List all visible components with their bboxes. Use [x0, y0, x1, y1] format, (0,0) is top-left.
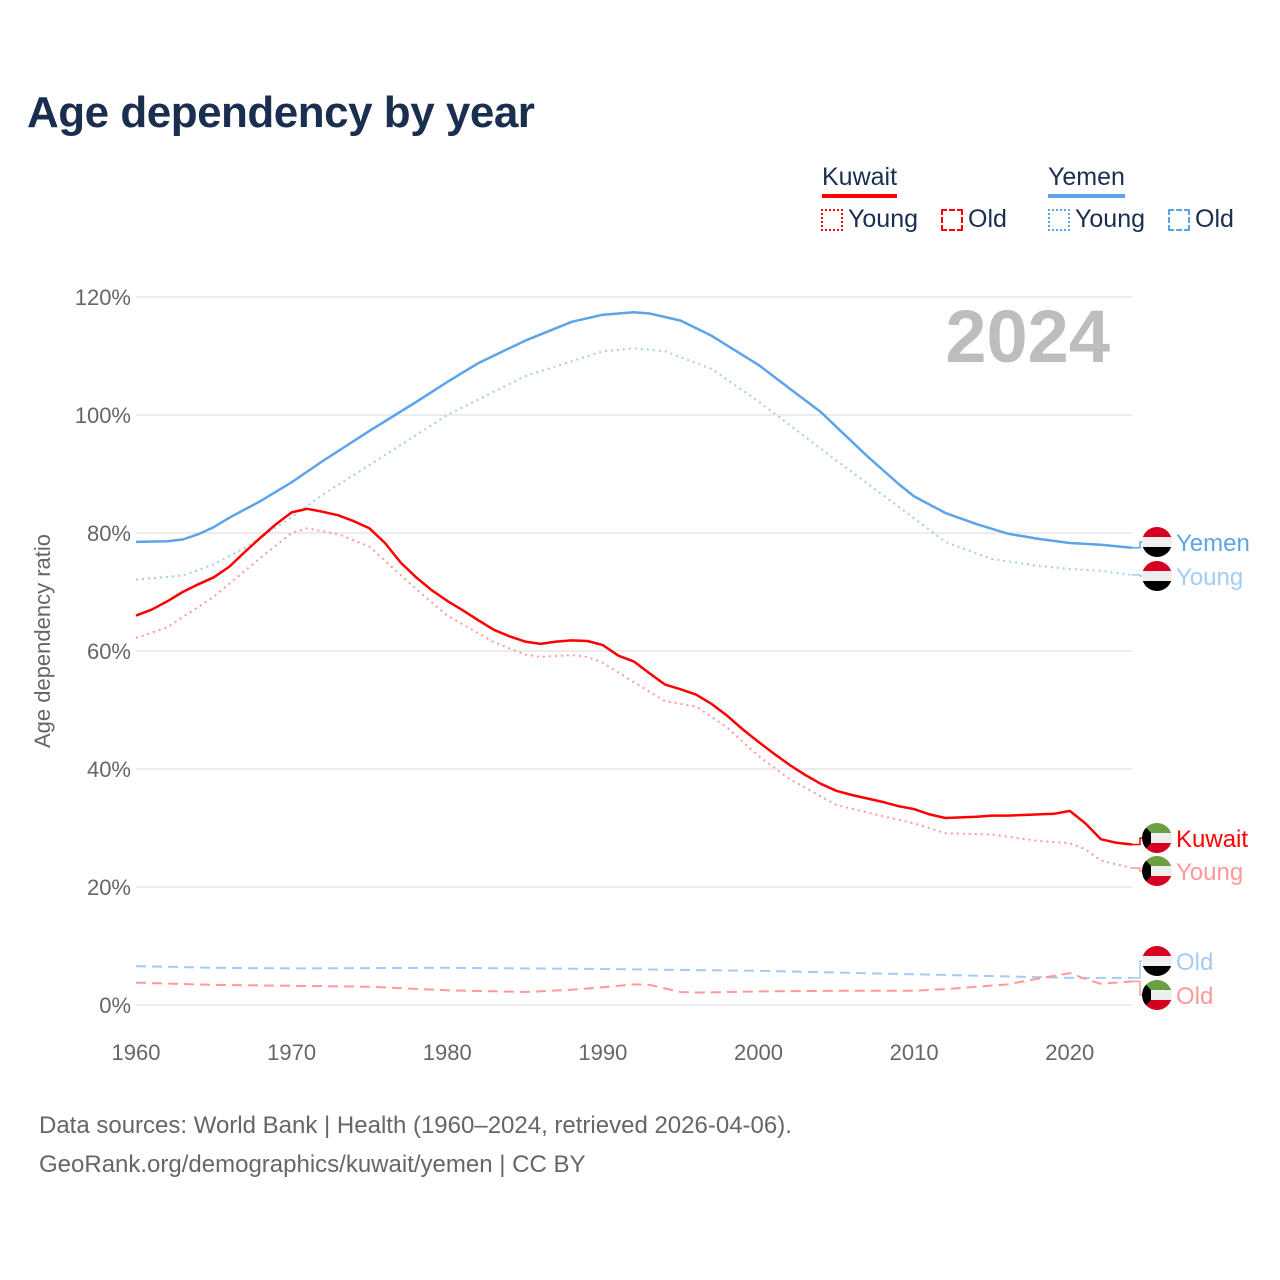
- legend-yemen-old[interactable]: Old: [1168, 205, 1234, 234]
- dashed-swatch-icon: [941, 208, 963, 231]
- legend-kuwait-young[interactable]: Young: [821, 205, 918, 234]
- dashed-swatch-icon: [1168, 208, 1190, 231]
- y-tick-label: 0%: [99, 993, 131, 1018]
- y-axis-label: Age dependency ratio: [30, 534, 55, 748]
- label-connector: [1132, 960, 1144, 979]
- y-tick-label: 120%: [75, 285, 131, 310]
- kuwait-flag-icon: [1142, 856, 1172, 886]
- end-label: Young: [1176, 859, 1243, 886]
- data-sources: Data sources: World Bank | Health (1960–…: [39, 1112, 792, 1139]
- yemen-flag-icon: [1142, 561, 1172, 591]
- legend-yemen[interactable]: Yemen: [1048, 163, 1125, 198]
- x-tick-label: 1990: [578, 1040, 627, 1065]
- source-link[interactable]: GeoRank.org/demographics/kuwait/yemen | …: [39, 1151, 586, 1178]
- legend-label: Old: [968, 205, 1007, 233]
- x-tick-label: 2020: [1045, 1040, 1094, 1065]
- end-label: Kuwait: [1176, 826, 1248, 853]
- legend-kuwait-old[interactable]: Old: [941, 205, 1007, 234]
- yemen-flag-icon: [1142, 527, 1172, 557]
- end-label: Young: [1176, 564, 1243, 591]
- x-tick-label: 1970: [267, 1040, 316, 1065]
- y-tick-label: 60%: [87, 639, 131, 664]
- y-tick-label: 20%: [87, 875, 131, 900]
- legend-label: Old: [1195, 205, 1234, 233]
- y-tick-label: 40%: [87, 757, 131, 782]
- footer: Data sources: World Bank | Health (1960–…: [39, 1106, 792, 1184]
- legend-kuwait[interactable]: Kuwait: [822, 163, 898, 198]
- series-line-kuwait[interactable]: [135, 507, 1133, 846]
- end-label: Old: [1176, 983, 1213, 1010]
- line-chart: 0% 20% 40% 60% 80% 100% 120% 1960 1970 1980 1990 20…: [30, 285, 1250, 1065]
- kuwait-flag-icon: [1142, 980, 1172, 1010]
- x-tick-label: 1980: [423, 1040, 472, 1065]
- x-tick-label: 1960: [112, 1040, 161, 1065]
- legend-label: Young: [1075, 205, 1145, 233]
- kuwait-flag-icon: [1142, 823, 1172, 853]
- x-tick-label: 2010: [890, 1040, 939, 1065]
- legend-label: Young: [848, 205, 918, 233]
- series-line-yemen-young[interactable]: [135, 347, 1133, 581]
- legend-yemen-young[interactable]: Young: [1048, 205, 1145, 234]
- yemen-flag-icon: [1142, 946, 1172, 976]
- dotted-swatch-icon: [821, 208, 843, 231]
- y-tick-label: 80%: [87, 521, 131, 546]
- end-label: Yemen: [1176, 530, 1250, 557]
- dotted-swatch-icon: [1048, 208, 1070, 231]
- x-tick-label: 2000: [734, 1040, 783, 1065]
- y-tick-label: 100%: [75, 403, 131, 428]
- year-watermark: 2024: [945, 295, 1110, 378]
- series-line-yemen[interactable]: [135, 311, 1133, 550]
- series-line-kuwait-old[interactable]: [135, 972, 1133, 994]
- series-line-kuwait-young[interactable]: [135, 527, 1133, 870]
- chart-title: Age dependency by year: [27, 88, 535, 137]
- series-line-yemen-old[interactable]: [135, 965, 1132, 979]
- end-label: Old: [1176, 949, 1213, 976]
